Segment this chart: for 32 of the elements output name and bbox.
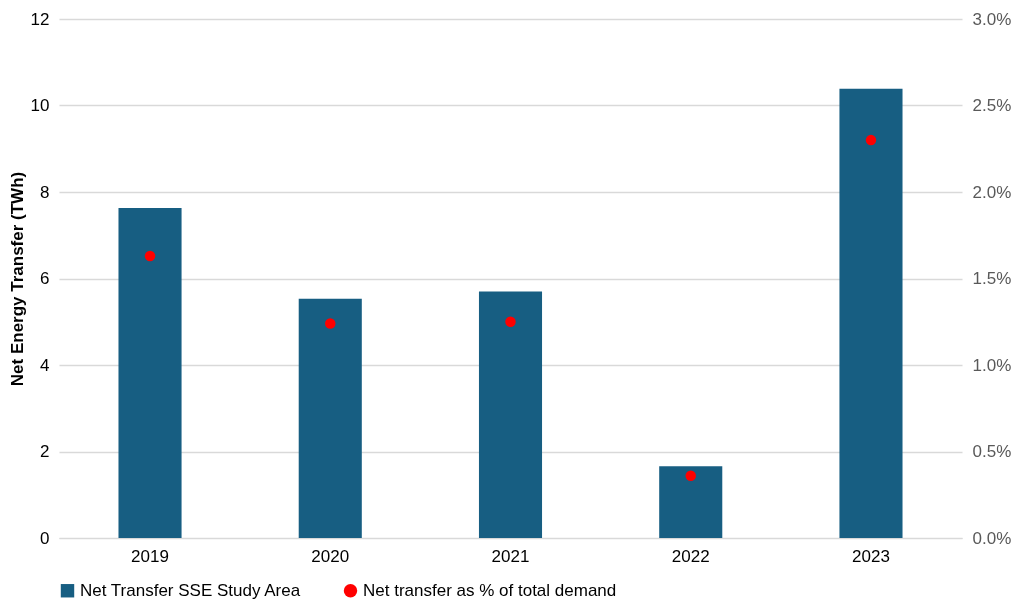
y2-tick-label: 2.0% <box>972 182 1012 202</box>
y-tick-label: 8 <box>40 182 50 202</box>
legend-label: Net transfer as % of total demand <box>363 580 617 600</box>
y-axis-title: Net Energy Transfer (TWh) <box>7 171 27 387</box>
point <box>865 134 877 146</box>
y-tick-label: 2 <box>40 442 50 461</box>
y2-tick-label: 1.0% <box>972 355 1012 375</box>
y2-tick-label: 0.0% <box>972 528 1012 548</box>
x-tick-label: 2023 <box>852 546 890 566</box>
y2-tick-label: 3.0% <box>972 9 1012 29</box>
bar <box>118 208 182 538</box>
y-tick-label: 12 <box>30 9 50 29</box>
bar <box>478 291 543 538</box>
point <box>144 250 156 262</box>
x-tick-label: 2020 <box>311 546 350 566</box>
y2-tick-label: 2.5% <box>972 96 1012 115</box>
legend-label: Net Transfer SSE Study Area <box>80 580 301 600</box>
x-tick-label: 2022 <box>671 546 710 566</box>
bar <box>659 466 723 538</box>
point <box>505 316 516 327</box>
x-tick-label: 2019 <box>131 546 169 566</box>
x-tick-label: 2021 <box>491 546 530 566</box>
y2-tick-label: 1.5% <box>972 269 1012 288</box>
point <box>325 318 336 329</box>
bar <box>839 88 903 538</box>
y-tick-label: 6 <box>40 269 50 288</box>
y-tick-label: 4 <box>40 355 50 375</box>
y-tick-label: 10 <box>30 96 50 115</box>
y-tick-label: 0 <box>40 528 50 548</box>
bar <box>298 298 362 538</box>
y2-tick-label: 0.5% <box>972 442 1012 461</box>
point <box>685 470 696 481</box>
